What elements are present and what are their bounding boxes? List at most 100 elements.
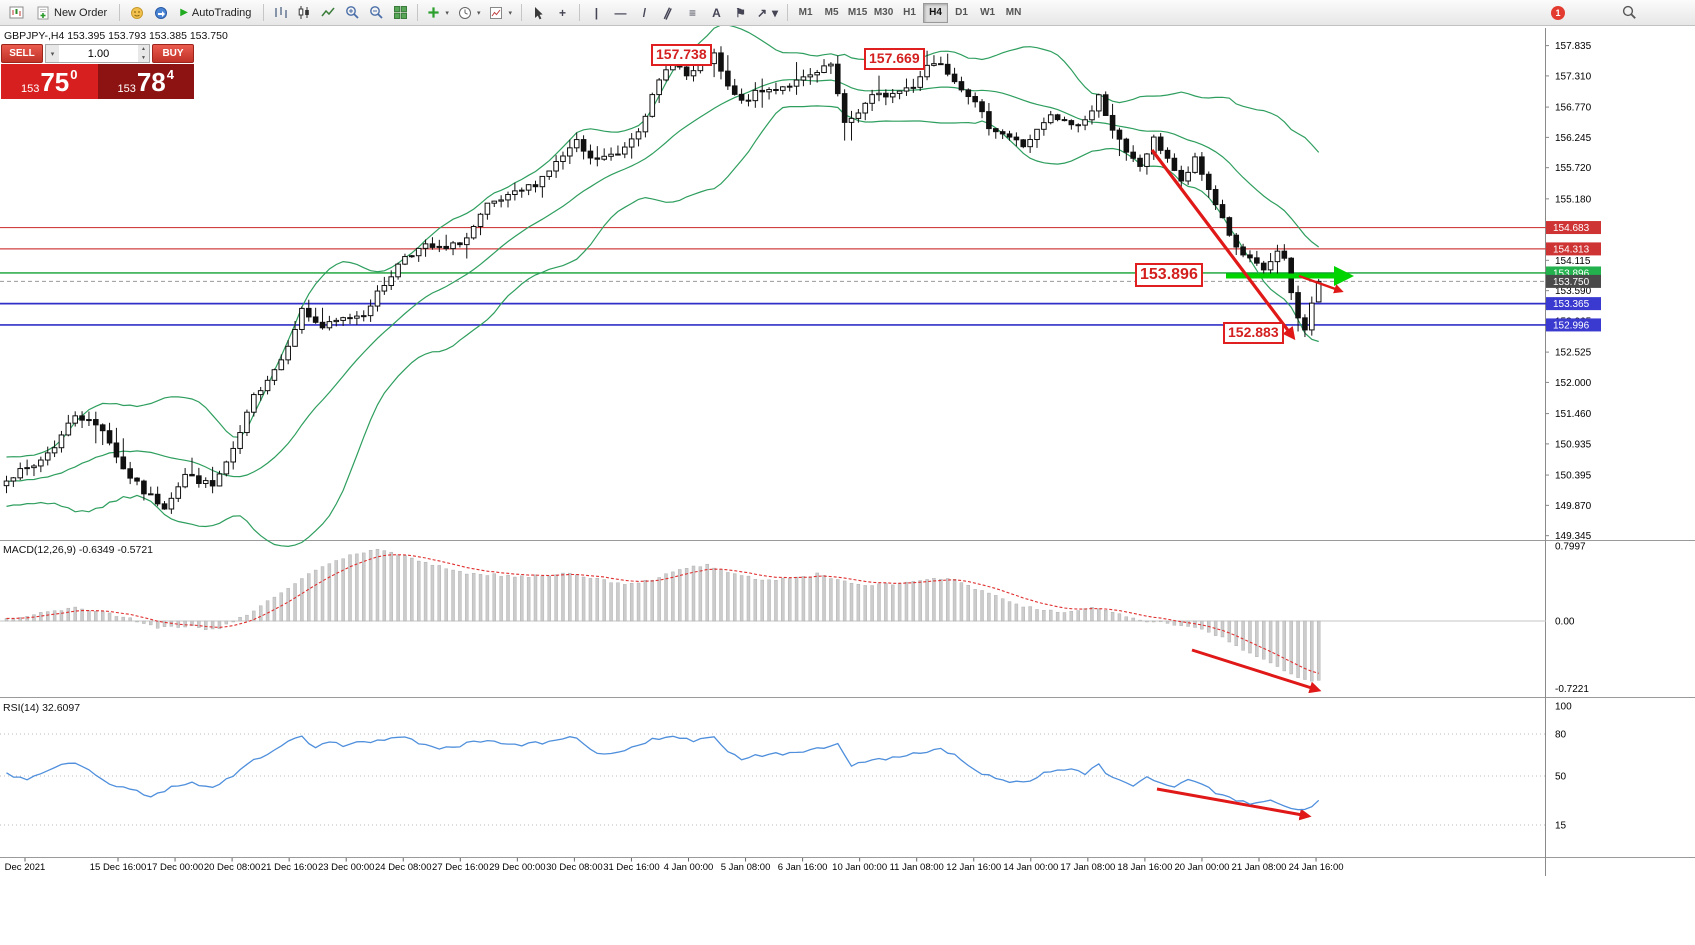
notification-badge[interactable]: 1 xyxy=(1551,5,1565,20)
price-annotation[interactable]: 157.669 xyxy=(864,48,925,70)
trend-arrow[interactable] xyxy=(1191,648,1322,694)
rsi-line xyxy=(6,735,1320,811)
timeframe-button-m15[interactable]: M15 xyxy=(845,3,870,23)
volume-up-button[interactable]: ▲ xyxy=(138,45,149,54)
fibonacci-tool-button[interactable]: ≡ xyxy=(681,2,704,24)
expert-advisors-button[interactable] xyxy=(125,2,148,24)
label-tool-icon: ⚑ xyxy=(735,5,746,20)
buy-quote[interactable]: 153 78 4 xyxy=(97,64,194,99)
channel-tool-button[interactable]: ∥ xyxy=(657,2,680,24)
timeframe-button-h1[interactable]: H1 xyxy=(897,3,922,23)
buy-price-pip: 4 xyxy=(166,67,174,82)
price-tag xyxy=(1546,297,1601,311)
price-annotation[interactable]: 152.883 xyxy=(1223,322,1284,344)
svg-text:17 Jan 08:00: 17 Jan 08:00 xyxy=(1060,862,1115,873)
timeframe-button-m1[interactable]: M1 xyxy=(793,3,818,23)
sell-price-pip: 0 xyxy=(70,67,78,82)
volume-down-button[interactable]: ▼ xyxy=(138,53,149,62)
svg-text:152.996: 152.996 xyxy=(1553,320,1590,331)
svg-text:24 Jan 16:00: 24 Jan 16:00 xyxy=(1289,862,1344,873)
svg-text:153.365: 153.365 xyxy=(1553,299,1590,310)
volume-input[interactable] xyxy=(59,45,138,62)
sell-button[interactable]: SELL xyxy=(1,44,43,63)
rsi-indicator-label: RSI(14) 32.6097 xyxy=(3,702,81,714)
time-axis[interactable]: Dec 2021 15 Dec 16:00 17 Dec 00:00 20 Dec 0… xyxy=(5,858,1344,873)
data-window-button[interactable] xyxy=(149,2,172,24)
timeframe-button-h4[interactable]: H4 xyxy=(923,2,949,23)
arrows-tool-button[interactable]: ↗ ▾ xyxy=(753,2,782,24)
crosshair-button[interactable]: + xyxy=(551,2,574,24)
svg-text:150.395: 150.395 xyxy=(1555,471,1592,482)
timeframe-button-m30[interactable]: M30 xyxy=(871,3,896,23)
price-tag xyxy=(1546,221,1601,235)
cursor-button[interactable] xyxy=(527,2,550,24)
svg-text:50: 50 xyxy=(1555,772,1567,783)
svg-text:20 Dec 08:00: 20 Dec 08:00 xyxy=(204,862,261,873)
candlestick-chart-icon xyxy=(299,6,310,19)
price-axis[interactable]: 157.835 157.310 156.770 156.245 155.720 155.1… xyxy=(1546,41,1601,542)
sell-quote[interactable]: 153 75 0 xyxy=(1,64,98,99)
svg-text:153.750: 153.750 xyxy=(1553,277,1590,288)
trend-arrow[interactable] xyxy=(1156,787,1312,821)
horizontal-line-icon: — xyxy=(614,5,627,20)
line-chart-button[interactable] xyxy=(317,2,340,24)
candlestick-chart-button[interactable] xyxy=(293,2,316,24)
tile-windows-button[interactable] xyxy=(389,2,412,24)
volume-dropdown-button[interactable]: ▾ xyxy=(46,45,59,62)
label-tool-button[interactable]: ⚑ xyxy=(729,2,752,24)
indicators-button[interactable]: ▾ xyxy=(423,2,453,24)
autotrading-button[interactable]: ▶ AutoTrading xyxy=(173,2,258,24)
svg-text:149.870: 149.870 xyxy=(1555,501,1592,512)
volume-spinner: ▲ ▼ xyxy=(138,45,149,62)
timeframe-button-m5[interactable]: M5 xyxy=(819,3,844,23)
new-order-button[interactable]: New Order xyxy=(29,2,114,24)
crosshair-icon: + xyxy=(558,5,566,20)
bar-chart-button[interactable] xyxy=(269,2,292,24)
svg-text:4 Jan 00:00: 4 Jan 00:00 xyxy=(664,862,714,873)
trend-arrow[interactable] xyxy=(1150,149,1296,341)
buy-button[interactable]: BUY xyxy=(152,44,194,63)
trend-arrow[interactable] xyxy=(1298,274,1344,294)
bar-chart-icon xyxy=(275,7,288,18)
svg-text:150.935: 150.935 xyxy=(1555,439,1592,450)
timeframe-button-d1[interactable]: D1 xyxy=(949,3,974,23)
sell-price-main: 75 xyxy=(40,66,70,97)
price-annotation[interactable]: 157.738 xyxy=(651,44,712,66)
timeframe-button-mn[interactable]: MN xyxy=(1001,3,1026,23)
trendline-tool-button[interactable]: / xyxy=(633,2,656,24)
line-chart-icon xyxy=(321,7,335,17)
channel-icon: ∥ xyxy=(662,4,675,21)
periods-button[interactable]: ▾ xyxy=(454,2,485,24)
svg-text:155.180: 155.180 xyxy=(1555,194,1592,205)
clock-icon xyxy=(458,6,471,19)
price-tag xyxy=(1546,274,1601,288)
svg-text:157.310: 157.310 xyxy=(1555,71,1592,82)
chevron-down-icon: ▾ xyxy=(476,9,481,17)
templates-button[interactable]: ▾ xyxy=(485,2,516,24)
svg-text:20 Jan 00:00: 20 Jan 00:00 xyxy=(1174,862,1229,873)
sell-price-prefix: 153 xyxy=(20,83,40,95)
autotrading-label: AutoTrading xyxy=(191,6,252,19)
volume-box: ▾ ▲ ▼ xyxy=(45,44,150,63)
zoom-in-button[interactable] xyxy=(341,2,364,24)
macd-indicator-label: MACD(12,26,9) -0.6349 -0.5721 xyxy=(3,544,153,556)
svg-text:-0.7221: -0.7221 xyxy=(1555,684,1589,695)
svg-text:149.345: 149.345 xyxy=(1555,531,1592,542)
svg-text:18 Jan 16:00: 18 Jan 16:00 xyxy=(1117,862,1172,873)
zoom-out-button[interactable] xyxy=(365,2,388,24)
indicators-add-icon xyxy=(428,7,440,18)
horizontal-line-tool-button[interactable]: — xyxy=(609,2,632,24)
svg-text:156.770: 156.770 xyxy=(1555,103,1592,114)
timeframe-button-w1[interactable]: W1 xyxy=(975,3,1000,23)
chevron-down-icon: ▾ xyxy=(772,5,779,20)
vertical-line-tool-button[interactable]: | xyxy=(585,2,608,24)
svg-text:17 Dec 00:00: 17 Dec 00:00 xyxy=(147,862,204,873)
price-annotation[interactable]: 153.896 xyxy=(1135,263,1203,287)
search-button[interactable] xyxy=(1618,2,1641,24)
zoom-in-icon xyxy=(346,6,360,19)
text-tool-button[interactable]: A xyxy=(705,2,728,24)
svg-text:153.590: 153.590 xyxy=(1555,286,1592,297)
svg-text:151.460: 151.460 xyxy=(1555,409,1592,420)
